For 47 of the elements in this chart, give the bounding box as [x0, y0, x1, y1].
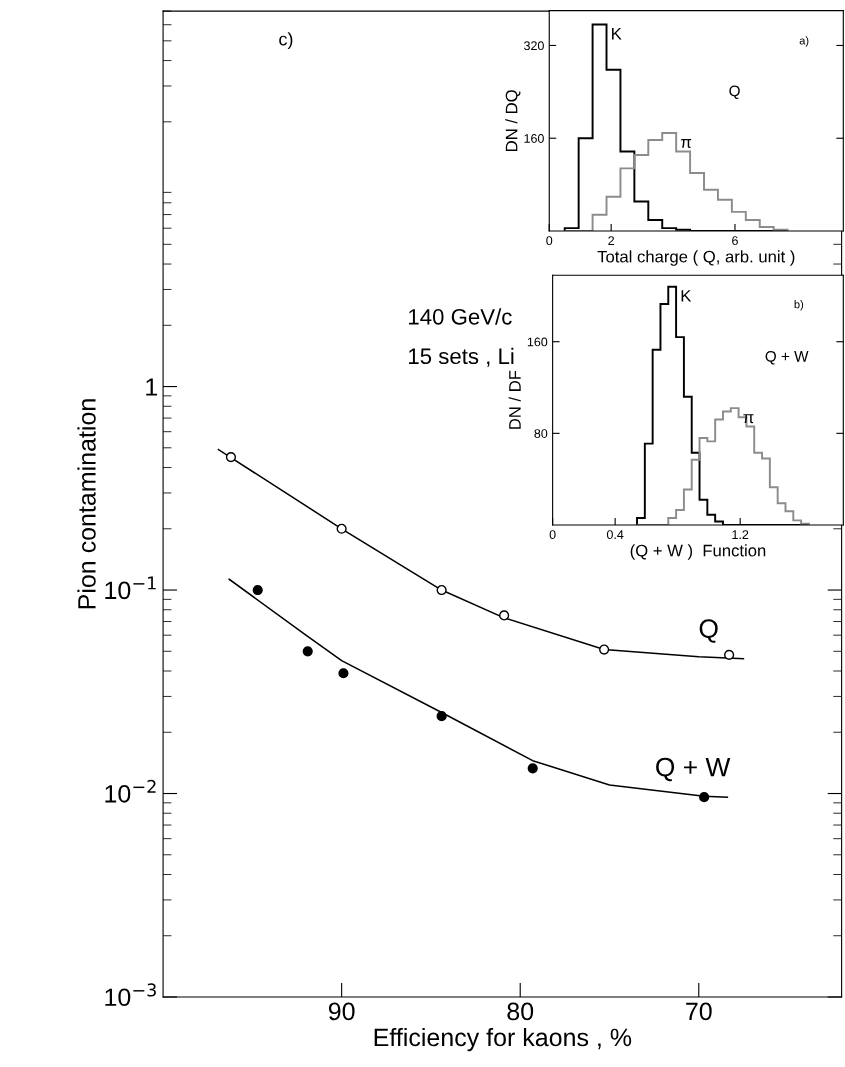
x-axis-title: Efficiency for kaons , %	[374, 1027, 632, 1052]
point	[599, 644, 610, 655]
series-label: Q	[699, 619, 718, 643]
annotation: 15 sets , Li	[409, 347, 514, 367]
series-label: π	[743, 414, 754, 424]
point	[724, 649, 735, 660]
x-axis-title: (Q + W ) Function	[630, 544, 766, 560]
annotation: Q	[729, 85, 740, 100]
x-tick-label: 6	[732, 236, 738, 246]
annotation: c)	[279, 32, 293, 50]
point	[436, 584, 447, 596]
series-label: K	[681, 290, 692, 302]
annotation: a)	[799, 36, 809, 47]
y-axis-title: DN / DF	[508, 370, 521, 429]
x-tick-label: 0	[546, 236, 553, 246]
y-axis-title: Pion contamination	[77, 399, 96, 609]
x-tick-label: 70	[686, 1002, 712, 1021]
annotation: Q + W	[765, 350, 809, 365]
series-label: Q + W	[656, 757, 731, 782]
annotation: b)	[794, 300, 804, 311]
x-tick-label: 90	[328, 1002, 355, 1021]
point	[699, 792, 710, 803]
y-tick-label: 80	[534, 429, 548, 438]
series-label: K	[612, 27, 622, 40]
x-tick-label: 0	[549, 530, 556, 540]
x-tick-label: 0.4	[606, 530, 624, 540]
y-tick-label: 10$^{−1}$	[105, 576, 156, 600]
point	[338, 668, 349, 679]
y-tick-label: 320	[524, 41, 544, 51]
y-tick-label: 1	[146, 378, 158, 396]
x-tick-label: 1.2	[732, 530, 749, 539]
point	[436, 711, 447, 722]
series-label: π	[680, 139, 692, 149]
y-axis-title: DN / DQ	[505, 90, 521, 151]
point	[252, 584, 263, 596]
y-tick-label: 160	[527, 337, 548, 347]
point	[527, 763, 538, 774]
point	[225, 452, 237, 463]
y-tick-label: 160	[524, 134, 544, 143]
x-tick-label: 2	[608, 236, 615, 245]
x-axis-title: Total charge ( Q, arb. unit )	[597, 250, 795, 266]
y-tick-label: 10$^{−2}$	[105, 779, 156, 803]
point	[302, 646, 313, 657]
point	[499, 610, 510, 621]
point	[336, 523, 347, 534]
y-tick-label: 10$^{−3}$	[105, 983, 156, 1007]
annotation: 140 GeV/c	[409, 308, 512, 325]
